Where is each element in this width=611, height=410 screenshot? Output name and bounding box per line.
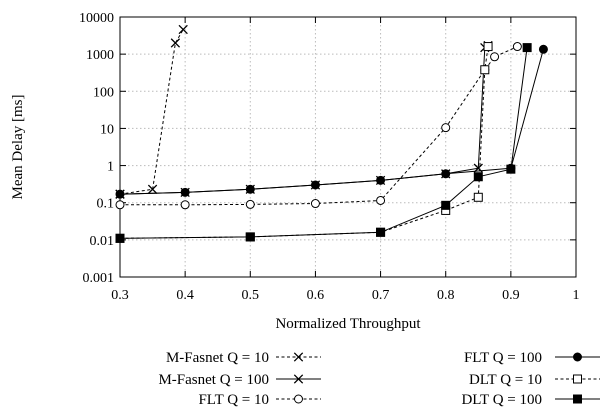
x-tick-label: 0.3	[111, 288, 129, 303]
data-point	[506, 164, 516, 174]
legend-item: FLT Q = 10	[198, 392, 321, 408]
legend-label: FLT Q = 100	[464, 350, 542, 366]
x-tick-label: 1	[573, 288, 580, 303]
data-point	[178, 24, 188, 35]
data-point	[310, 180, 320, 190]
data-point	[245, 184, 255, 194]
series-5	[115, 42, 493, 243]
series-line	[119, 46, 489, 239]
data-point	[245, 232, 255, 242]
legend-label: FLT Q = 10	[198, 392, 269, 408]
legend-marker	[293, 352, 304, 362]
data-point	[490, 52, 500, 62]
legend-label: DLT Q = 100	[461, 392, 542, 408]
data-point	[245, 199, 255, 209]
x-tick-label: 0.8	[437, 288, 455, 303]
data-point	[480, 65, 490, 75]
legend-label: M-Fasnet Q = 100	[158, 372, 269, 388]
data-point	[441, 123, 451, 133]
y-axis-title: Mean Delay [ms]	[10, 95, 26, 200]
x-axis-title: Normalized Throughput	[275, 316, 421, 332]
legend-marker	[294, 394, 303, 404]
data-point	[147, 184, 158, 194]
data-point	[538, 44, 548, 54]
data-point	[376, 195, 386, 205]
legend-label: M-Fasnet Q = 10	[166, 350, 269, 366]
series-6	[115, 43, 532, 243]
legend-marker	[293, 374, 304, 384]
data-point	[473, 172, 483, 182]
data-point	[512, 42, 522, 52]
legend-item: M-Fasnet Q = 100	[158, 372, 321, 388]
legend-label: DLT Q = 10	[469, 372, 542, 388]
x-tick-label: 0.4	[176, 288, 194, 303]
data-point	[483, 42, 493, 52]
data-point	[115, 200, 125, 210]
y-tick-label: 1	[107, 160, 114, 175]
data-point	[310, 199, 320, 209]
data-point	[522, 43, 532, 53]
y-tick-label: 10	[100, 122, 114, 137]
data-point	[441, 200, 451, 210]
series-group	[115, 24, 548, 243]
series-line	[119, 47, 528, 239]
legend-marker	[573, 352, 582, 362]
legend-item: DLT Q = 10	[469, 372, 600, 388]
y-tick-label: 0.01	[90, 234, 115, 249]
legend-item: M-Fasnet Q = 10	[166, 350, 321, 366]
y-tick-label: 0.1	[97, 197, 115, 212]
legend: M-Fasnet Q = 10 M-Fasnet Q = 100 FLT Q = 1…	[158, 350, 600, 408]
series-line	[119, 49, 544, 195]
data-point	[115, 189, 125, 199]
data-point	[115, 233, 125, 243]
data-point	[376, 175, 386, 185]
y-tick-label: 0.001	[83, 271, 115, 286]
data-point	[180, 187, 190, 197]
data-point	[170, 38, 181, 48]
legend-item: FLT Q = 100	[464, 350, 600, 366]
series-line	[119, 29, 184, 195]
legend-marker	[573, 374, 582, 384]
series-3	[115, 42, 522, 210]
axis-ticks: 0.3 0.4 0.5 0.6 0.7 0.8 0.9 1 0.001 0.01 0.1 1 10 100…	[79, 11, 580, 303]
x-tick-label: 0.7	[372, 288, 390, 303]
y-tick-label: 10000	[79, 11, 114, 26]
series-line	[119, 45, 489, 195]
data-point	[180, 200, 190, 210]
x-tick-label: 0.9	[502, 288, 520, 303]
data-point	[441, 169, 451, 179]
legend-marker	[573, 394, 582, 404]
data-point	[376, 227, 386, 237]
legend-item: DLT Q = 100	[461, 392, 600, 408]
y-tick-label: 100	[93, 85, 114, 100]
data-point	[473, 192, 483, 202]
x-tick-label: 0.5	[242, 288, 260, 303]
series-1	[115, 24, 188, 199]
plot-frame	[119, 16, 577, 278]
x-tick-label: 0.6	[307, 288, 325, 303]
y-tick-label: 1000	[86, 48, 114, 63]
